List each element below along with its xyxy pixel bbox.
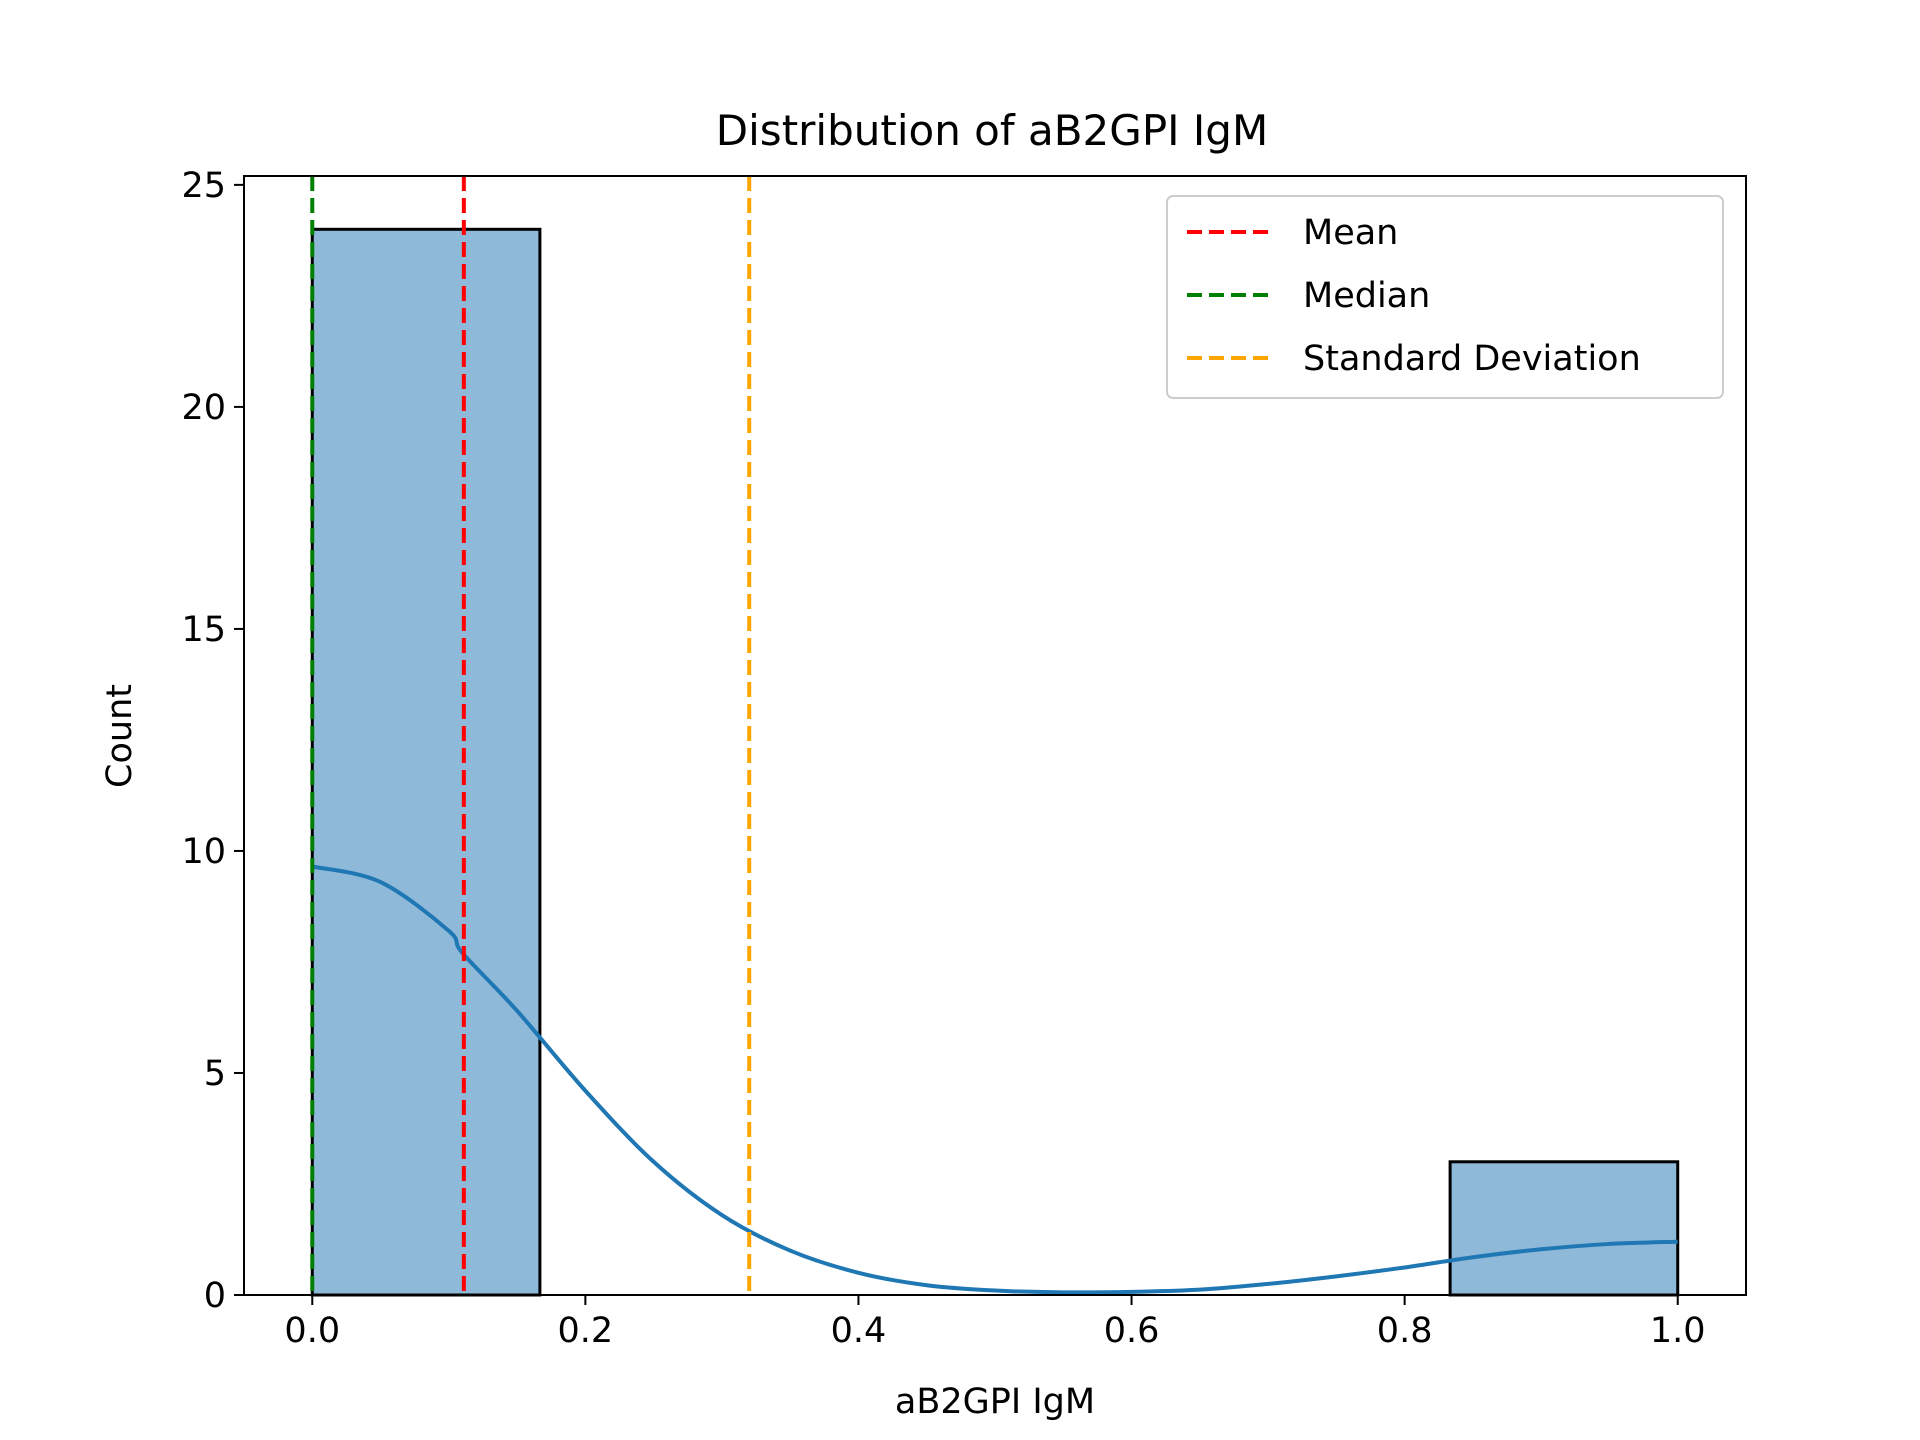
y-tick-label: 0 (204, 1276, 226, 1316)
y-tick-label: 10 (181, 832, 226, 872)
x-tick-label: 0.4 (831, 1311, 887, 1351)
y-tick-label: 20 (181, 388, 226, 428)
y-axis-label: Count (100, 684, 140, 788)
plot-area (310, 176, 1680, 1297)
histogram-bar (1448, 1160, 1680, 1297)
y-tick-label: 5 (204, 1054, 226, 1094)
x-axis: 0.0 0.2 0.4 0.6 0.8 1.0 (284, 1295, 1706, 1351)
legend: Mean Median Standard Deviation (1166, 195, 1724, 399)
y-tick-label: 15 (181, 610, 226, 650)
axes-frame (243, 175, 1747, 1296)
y-axis: 0 5 10 15 20 25 (181, 166, 244, 1316)
x-tick-label: 0.2 (558, 1311, 614, 1351)
x-tick-label: 0.8 (1377, 1311, 1433, 1351)
histogram-bar (310, 227, 542, 1297)
chart-title: Distribution of aB2GPI IgM (716, 106, 1268, 155)
legend-label-median: Median (1303, 276, 1430, 316)
kde-curve (311, 864, 1678, 1295)
legend-label-mean: Mean (1303, 213, 1398, 253)
x-tick-label: 1.0 (1650, 1311, 1706, 1351)
y-tick-label: 25 (181, 166, 226, 206)
legend-box (1166, 195, 1724, 399)
x-tick-label: 0.0 (284, 1311, 340, 1351)
x-tick-label: 0.6 (1104, 1311, 1160, 1351)
x-axis-label: aB2GPI IgM (895, 1382, 1095, 1422)
legend-label-standard-deviation: Standard Deviation (1303, 339, 1641, 379)
